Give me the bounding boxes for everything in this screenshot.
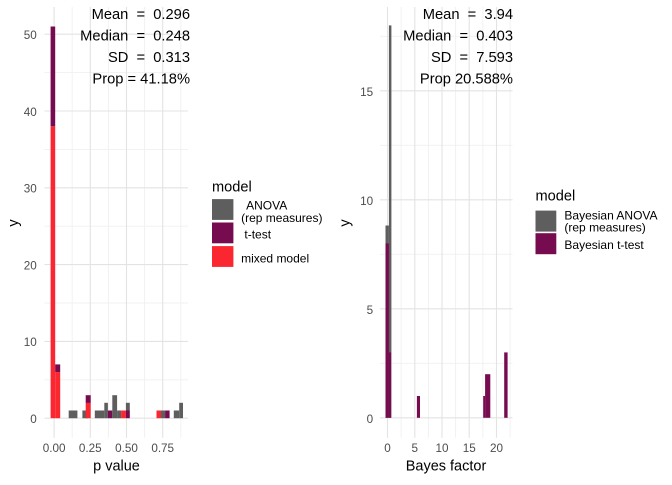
svg-text:(rep measures): (rep measures) — [564, 221, 645, 235]
svg-text:Bayesian t-test: Bayesian t-test — [564, 238, 644, 252]
svg-text:10: 10 — [435, 442, 449, 455]
svg-text:15: 15 — [463, 442, 477, 455]
svg-text:0: 0 — [384, 442, 391, 455]
svg-text:model: model — [212, 180, 252, 196]
svg-text:mixed model: mixed model — [241, 252, 309, 266]
svg-text:40: 40 — [24, 106, 38, 119]
svg-text:p value: p value — [93, 459, 140, 475]
svg-text:(rep measures): (rep measures) — [241, 211, 322, 225]
svg-text:20: 20 — [24, 259, 38, 272]
svg-text:30: 30 — [24, 183, 38, 196]
svg-text:0.00: 0.00 — [43, 442, 66, 455]
svg-text:20: 20 — [490, 442, 504, 455]
svg-text:0: 0 — [30, 413, 37, 426]
svg-text:Bayes factor: Bayes factor — [406, 459, 487, 475]
svg-text:Prop = 41.18%: Prop = 41.18% — [92, 71, 190, 87]
svg-text:y: y — [6, 219, 22, 227]
svg-text:0.75: 0.75 — [151, 442, 174, 455]
svg-text:5: 5 — [367, 304, 374, 317]
svg-text:Prop 20.588%: Prop 20.588% — [420, 71, 513, 87]
svg-text:10: 10 — [360, 195, 374, 208]
svg-text:5: 5 — [412, 442, 419, 455]
svg-text:0.50: 0.50 — [115, 442, 138, 455]
svg-text:0.25: 0.25 — [79, 442, 102, 455]
svg-text:0: 0 — [367, 413, 374, 426]
svg-text:Median = 0.248: Median = 0.248 — [80, 28, 190, 44]
svg-text:y: y — [338, 219, 354, 227]
svg-text:SD = 7.593: SD = 7.593 — [431, 50, 513, 66]
svg-text:10: 10 — [24, 336, 38, 349]
svg-text:Median = 0.403: Median = 0.403 — [403, 28, 513, 44]
svg-text:ANOVA: ANOVA — [246, 199, 287, 213]
svg-text:Bayesian ANOVA: Bayesian ANOVA — [564, 209, 657, 223]
svg-text:SD = 0.313: SD = 0.313 — [108, 50, 190, 66]
svg-text:50: 50 — [24, 29, 38, 42]
svg-text:model: model — [536, 189, 576, 205]
svg-text:Mean = 3.94: Mean = 3.94 — [423, 7, 513, 23]
svg-text:Mean = 0.296: Mean = 0.296 — [92, 7, 190, 23]
svg-text:t-test: t-test — [244, 228, 271, 242]
svg-text:15: 15 — [360, 86, 374, 99]
